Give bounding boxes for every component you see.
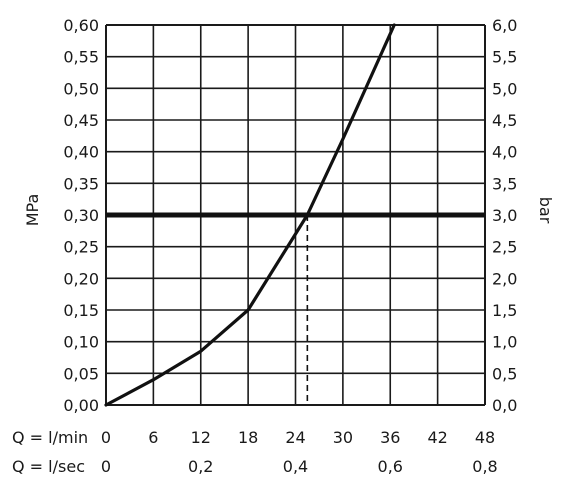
y-left-tick-label: 0,10 <box>63 333 99 352</box>
x-tick-label-l-per-min: 12 <box>191 428 211 447</box>
curve-group <box>104 23 396 407</box>
x-tick-label-l-per-sec: 0,4 <box>283 457 308 476</box>
y-right-tick-label: 3,0 <box>492 206 517 225</box>
x-tick-label-l-per-sec: 0,8 <box>472 457 497 476</box>
x-tick-label-l-per-min: 6 <box>148 428 158 447</box>
y-right-tick-label: 5,0 <box>492 79 517 98</box>
y-right-tick-label: 0,0 <box>492 396 517 415</box>
y-axis-title-right: bar <box>536 197 555 224</box>
x-tick-label-l-per-min: 42 <box>427 428 447 447</box>
y-right-tick-label: 2,5 <box>492 238 517 257</box>
x-tick-label-l-per-min: 36 <box>380 428 400 447</box>
y-right-tick-label: 1,5 <box>492 301 517 320</box>
y-left-tick-label: 0,20 <box>63 269 99 288</box>
x-tick-label-l-per-sec: 0,2 <box>188 457 213 476</box>
y-left-tick-label: 0,35 <box>63 174 99 193</box>
x-tick-labels-l-per-min: 0 6 12 18 24 30 36 42 48 <box>101 428 495 447</box>
y-left-tick-label: 0,50 <box>63 79 99 98</box>
y-right-tick-label: 2,0 <box>492 269 517 288</box>
x-axis-prefix-l-per-min: Q = l/min <box>12 428 88 447</box>
pressure-flow-curve <box>104 23 396 407</box>
y-right-tick-label: 3,5 <box>492 174 517 193</box>
y-left-tick-label: 0,30 <box>63 206 99 225</box>
y-right-tick-label: 4,0 <box>492 143 517 162</box>
y-left-tick-label: 0,15 <box>63 301 99 320</box>
y-axis-title-left: MPa <box>23 194 42 227</box>
y-right-tick-label: 5,5 <box>492 48 517 67</box>
y-left-tick-label: 0,05 <box>63 364 99 383</box>
y-left-tick-label: 0,60 <box>63 16 99 35</box>
y-right-tick-label: 6,0 <box>492 16 517 35</box>
x-tick-label-l-per-sec: 0,6 <box>378 457 403 476</box>
y-left-tick-label: 0,40 <box>63 143 99 162</box>
y-right-tick-label: 0,5 <box>492 364 517 383</box>
y-left-tick-label: 0,45 <box>63 111 99 130</box>
y-right-tick-label: 1,0 <box>492 333 517 352</box>
x-tick-label-l-per-min: 30 <box>333 428 353 447</box>
grid <box>105 24 486 406</box>
y-left-tick-label: 0,25 <box>63 238 99 257</box>
x-tick-label-l-per-min: 0 <box>101 428 111 447</box>
x-tick-label-l-per-min: 24 <box>285 428 305 447</box>
y-left-tick-label: 0,00 <box>63 396 99 415</box>
x-tick-labels-l-per-sec: 0 0,2 0,4 0,6 0,8 <box>101 457 498 476</box>
x-tick-label-l-per-sec: 0 <box>101 457 111 476</box>
y-right-tick-label: 4,5 <box>492 111 517 130</box>
y-left-tick-label: 0,55 <box>63 48 99 67</box>
x-tick-label-l-per-min: 18 <box>238 428 258 447</box>
left-y-tick-labels: 0,00 0,05 0,10 0,15 0,20 0,25 0,30 0,35 0,40 0,45… <box>63 16 99 415</box>
right-y-tick-labels: 0,0 0,5 1,0 1,5 2,0 2,5 3,0 3,5 4,0 4,5 5,0 5,5 6,0 <box>492 16 517 415</box>
x-axis-prefix-l-per-sec: Q = l/sec <box>12 457 85 476</box>
x-tick-label-l-per-min: 48 <box>475 428 495 447</box>
